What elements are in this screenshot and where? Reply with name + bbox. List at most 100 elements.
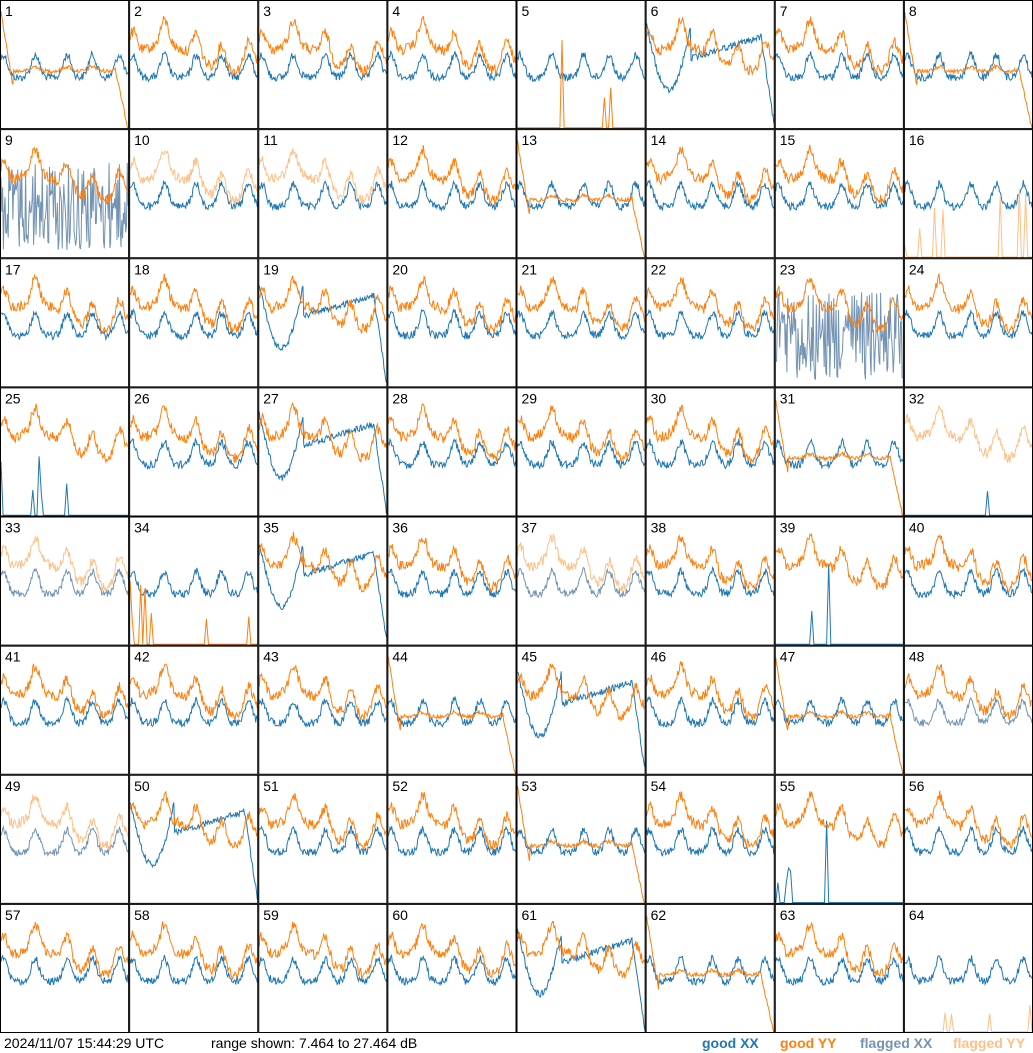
antenna-panel-52: 52 (387, 774, 517, 904)
series-yy-37 (517, 534, 646, 592)
series-yy-9 (0, 146, 129, 206)
panel-border (774, 258, 904, 388)
series-xx-24 (904, 308, 1033, 341)
panel-border (903, 387, 1033, 517)
antenna-panel-55: 55 (774, 774, 904, 904)
antenna-panel-26: 26 (129, 387, 259, 517)
panel-number: 31 (780, 390, 796, 406)
panel-number: 4 (392, 3, 400, 19)
series-xx-57 (0, 954, 129, 987)
series-yy-39 (775, 532, 904, 590)
series-yy-2 (129, 15, 258, 77)
timestamp: 2024/11/07 15:44:29 UTC (4, 1035, 165, 1051)
series-yy-58 (129, 921, 258, 981)
antenna-panel-47: 47 (774, 645, 904, 775)
antenna-panel-37: 37 (516, 516, 646, 646)
series-yy-28 (387, 403, 516, 462)
panel-border (129, 0, 259, 130)
series-xx-31 (775, 437, 904, 470)
series-xx-33 (0, 567, 129, 598)
antenna-panel-24: 24 (903, 258, 1033, 388)
series-yy-12 (387, 145, 516, 206)
panel-number: 32 (909, 390, 925, 406)
series-xx-52 (387, 825, 516, 858)
series-xx-5 (517, 49, 646, 83)
antenna-panel-62: 62 (645, 903, 775, 1033)
panel-border (645, 774, 775, 904)
series-yy-62 (646, 915, 775, 1033)
series-xx-41 (0, 695, 129, 728)
panel-number: 56 (909, 778, 925, 794)
panel-number: 60 (392, 907, 408, 923)
panel-border (0, 0, 130, 130)
series-yy-1 (0, 11, 129, 129)
series-xx-55 (775, 820, 903, 904)
legend-good-yy: good YY (780, 1035, 837, 1051)
panel-number: 63 (780, 907, 796, 923)
antenna-panel-34: 34 (129, 516, 259, 646)
panel-border (129, 903, 259, 1033)
antenna-panel-12: 12 (387, 129, 517, 259)
series-yy-13 (517, 140, 646, 258)
series-xx-49 (0, 824, 129, 857)
series-xx-16 (904, 179, 1033, 212)
panel-border (903, 129, 1033, 259)
series-xx-10 (129, 180, 258, 211)
legend-flagged-yy: flagged YY (953, 1035, 1026, 1051)
antenna-panel-28: 28 (387, 387, 517, 517)
panel-number: 14 (651, 132, 667, 148)
series-xx-63 (775, 956, 904, 987)
series-yy-35 (258, 531, 387, 593)
panel-number: 15 (780, 132, 796, 148)
panel-number: 34 (134, 520, 150, 536)
panel-number: 18 (134, 261, 150, 277)
range-label: range shown: 7.464 to 27.464 dB (211, 1035, 418, 1051)
panel-border (645, 903, 775, 1033)
panel-border (129, 516, 259, 646)
antenna-panel-10: 10 (129, 129, 259, 259)
series-xx-34 (129, 567, 258, 599)
panel-number: 27 (263, 390, 279, 406)
series-xx-8 (904, 50, 1033, 82)
panel-border (516, 516, 646, 646)
panel-number: 1 (5, 3, 13, 19)
antenna-panel-2: 2 (129, 0, 259, 130)
series-yy-14 (646, 146, 775, 205)
panel-number: 10 (134, 132, 150, 148)
series-yy-46 (646, 661, 775, 721)
antenna-panel-1: 1 (0, 0, 130, 130)
panel-border (387, 129, 517, 259)
series-xx-61 (517, 928, 646, 1030)
antenna-panel-9: 9 (0, 129, 130, 259)
series-yy-32 (904, 404, 1033, 464)
series-yy-45 (517, 663, 646, 722)
antenna-panel-39: 39 (774, 516, 904, 646)
antenna-panel-25: 25 (0, 387, 130, 517)
panel-number: 53 (522, 778, 538, 794)
antenna-panel-13: 13 (516, 129, 646, 259)
panel-number: 61 (522, 907, 538, 923)
antenna-panel-59: 59 (258, 903, 388, 1033)
series-yy-48 (904, 663, 1033, 720)
series-xx-7 (775, 51, 904, 82)
panel-number: 24 (909, 261, 925, 277)
series-xx-28 (387, 437, 516, 469)
series-xx-18 (129, 307, 258, 342)
series-xx-26 (129, 437, 258, 471)
antenna-panel-15: 15 (774, 129, 904, 259)
panel-border (387, 645, 517, 775)
panel-number: 5 (522, 3, 530, 19)
series-yy-7 (775, 16, 904, 76)
panel-number: 25 (5, 390, 21, 406)
series-yy-23 (775, 278, 904, 335)
series-yy-52 (387, 791, 516, 850)
series-xx-46 (646, 695, 775, 729)
panel-border (516, 903, 646, 1033)
series-yy-30 (646, 404, 775, 464)
series-xx-36 (388, 568, 516, 598)
panel-border (903, 0, 1033, 130)
panel-number: 40 (909, 520, 925, 536)
antenna-panel-20: 20 (387, 258, 517, 388)
panel-border (774, 774, 904, 904)
series-yy-4 (387, 15, 516, 76)
